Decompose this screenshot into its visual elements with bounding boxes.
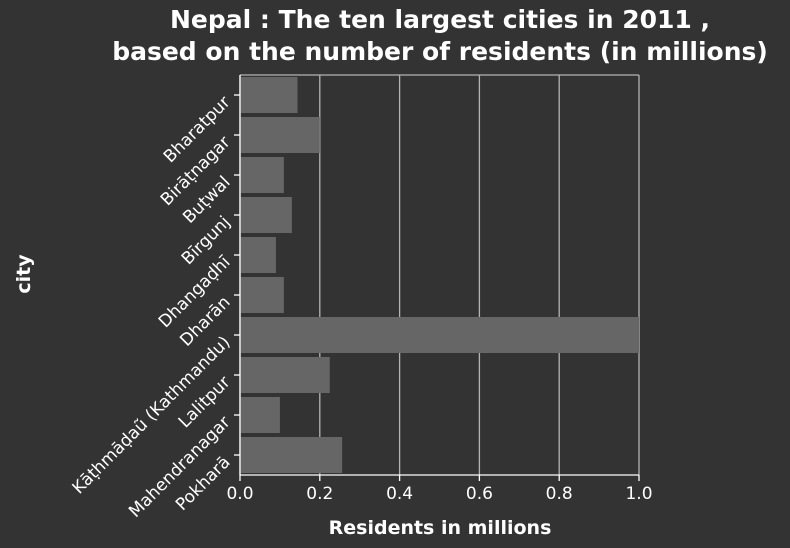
x-axis-ticks: 0.0 0.2 0.4 0.6 0.8 1.0	[226, 475, 653, 504]
bar-2	[240, 157, 284, 193]
bar-5	[240, 277, 284, 313]
x-axis-label: Residents in millions	[329, 517, 552, 539]
x-tick-label-5: 1.0	[625, 484, 652, 504]
x-tick-label-1: 0.2	[306, 484, 333, 504]
x-tick-label-3: 0.6	[466, 484, 493, 504]
bar-8	[240, 397, 280, 433]
bar-4	[240, 237, 276, 273]
x-tick-label-0: 0.0	[226, 484, 253, 504]
bar-1	[240, 117, 320, 153]
x-tick-label-4: 0.8	[546, 484, 573, 504]
chart-title-line-1: Nepal : The ten largest cities in 2011 ,	[170, 5, 710, 34]
bars	[240, 77, 639, 473]
y-axis-ticks: BharatpurBirāṭnagarBuṭwalBīrgunjDhangaḍh…	[69, 92, 240, 522]
x-tick-label-2: 0.4	[386, 484, 413, 504]
bar-7	[240, 357, 330, 393]
bar-9	[240, 437, 343, 473]
bar-0	[240, 77, 298, 113]
axes	[239, 75, 639, 476]
bar-3	[240, 197, 292, 233]
y-axis-label: city	[13, 254, 35, 294]
chart-title-line-2: based on the number of residents (in mil…	[112, 37, 768, 66]
bar-6	[240, 317, 639, 353]
